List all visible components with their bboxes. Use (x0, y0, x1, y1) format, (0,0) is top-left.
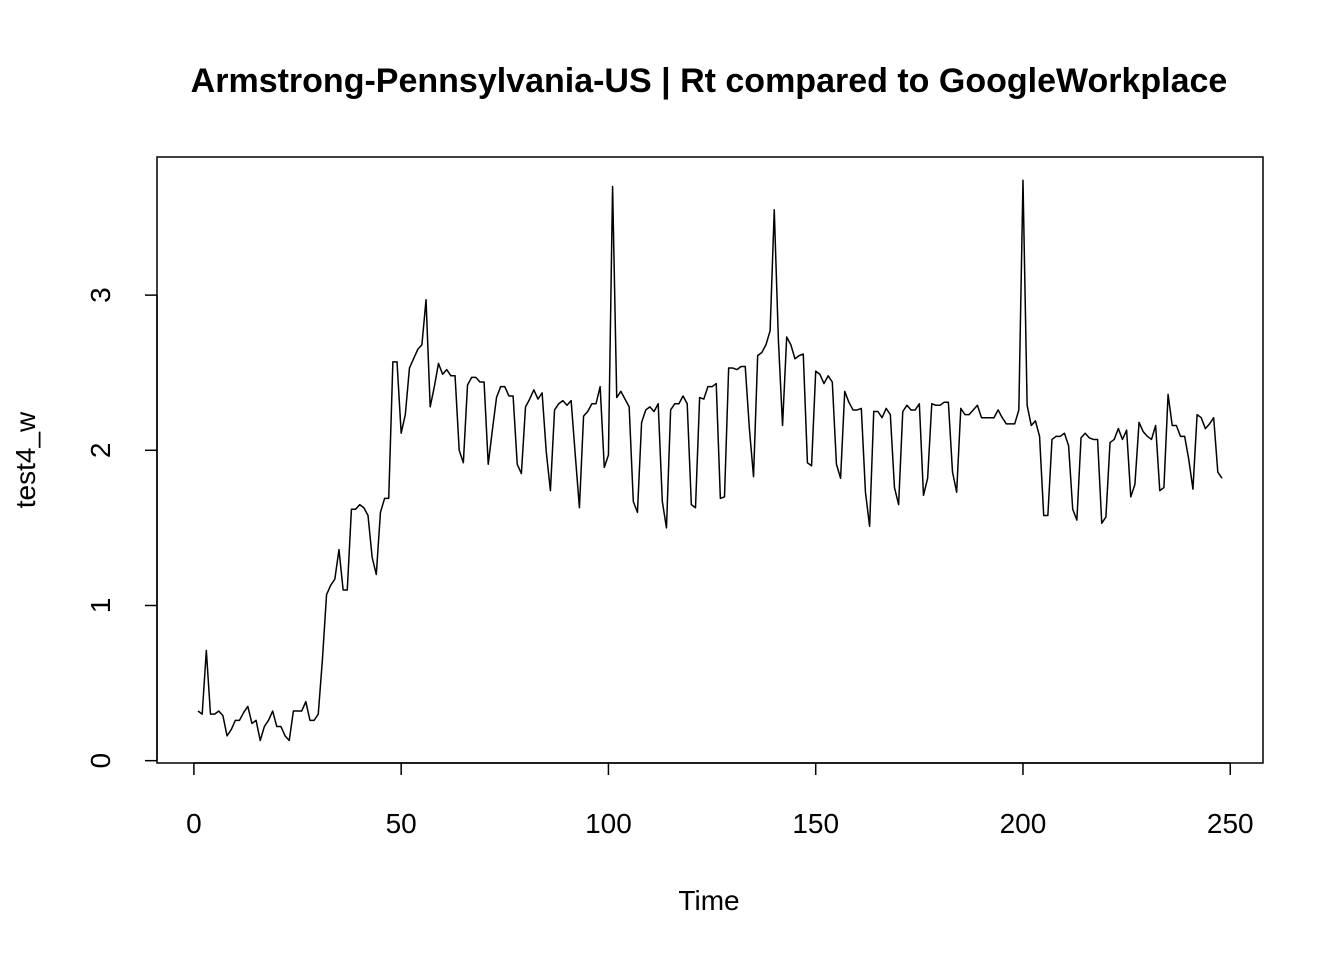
data-line (197, 179, 1223, 742)
x-tick-label: 100 (585, 808, 632, 839)
x-tick-label: 0 (186, 808, 202, 839)
chart-title: Armstrong-Pennsylvania-US | Rt compared … (191, 62, 1228, 100)
y-tick-label: 2 (85, 443, 116, 459)
y-axis-label: test4_w (10, 411, 41, 508)
x-axis-label: Time (678, 885, 739, 916)
x-tick-label: 200 (1000, 808, 1047, 839)
x-tick-label: 250 (1207, 808, 1254, 839)
y-tick-label: 3 (85, 287, 116, 303)
x-tick-label: 50 (386, 808, 417, 839)
y-tick-label: 0 (85, 753, 116, 769)
plot-box (156, 156, 1264, 764)
x-tick-label: 150 (792, 808, 839, 839)
y-tick-label: 1 (85, 598, 116, 614)
